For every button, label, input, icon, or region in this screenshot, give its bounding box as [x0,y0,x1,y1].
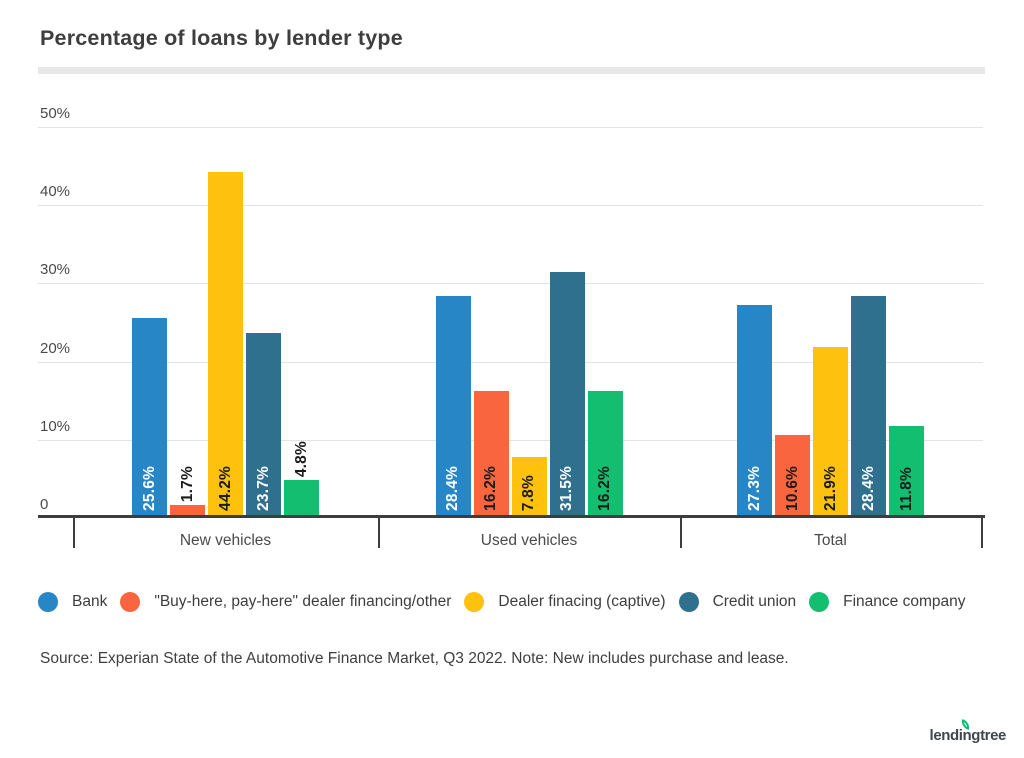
bar-value-label: 28.4% [444,466,461,511]
y-axis-tick-label: 20% [40,339,71,357]
bar: 28.4% [435,295,471,518]
bar-value-label: 23.7% [254,466,272,511]
x-axis-category-label: Used vehicles [480,532,578,549]
bar: 21.9% [813,346,848,518]
source-note: Source: Experian State of the Automotive… [40,650,789,667]
bar: 25.6% [132,317,167,518]
legend-label: Finance company [843,593,966,610]
x-axis-line [38,515,985,518]
legend-label: Dealer finacing (captive) [498,593,666,610]
bar-value-label: 31.5% [558,466,575,511]
bar: 27.3% [737,304,772,518]
bar: 1.7% [170,466,205,518]
legend: Bank "Buy-here, pay-here" dealer financin… [38,589,985,615]
x-axis-category-label: Total [814,532,847,549]
bar: 11.8% [889,425,924,518]
legend-label: Credit union [712,593,797,610]
bar-value-label: 16.2% [596,466,613,511]
legend-item: "Buy-here, pay-here" dealer financing/ot… [120,592,451,612]
lendingtree-logo: lendingtree [929,719,1007,745]
axis-tick [680,518,682,548]
y-axis-tick-label: 50% [40,105,71,122]
y-axis-tick-label: 30% [40,261,71,279]
bar: 31.5% [549,271,585,518]
bar: 16.2% [587,391,623,518]
bar: 23.7% [246,332,281,518]
legend-item: Finance company [809,592,965,612]
axis-tick [981,518,983,548]
gridline [38,361,983,363]
bar-value-label: 7.8% [520,474,537,511]
logo-wordmark: lendingtree [929,727,1007,744]
bar-value-label: 28.4% [859,466,877,511]
legend-item: Credit union [678,592,797,612]
y-axis-tick-label: 10% [40,417,71,435]
legend-swatch-icon [120,592,141,612]
legend-swatch-icon [678,592,699,612]
bar-value-label: 21.9% [821,466,839,511]
axis-tick [73,518,75,548]
gridline [38,439,983,441]
legend-label: Bank [72,593,108,610]
bar-value-label: 25.6% [140,466,158,511]
bar-value-label: 1.7% [178,465,196,502]
legend-item: Bank [38,592,107,612]
bar: 4.8% [284,441,319,518]
legend-item: Dealer finacing (captive) [464,592,666,612]
bar-value-label: 4.8% [292,441,310,478]
gridline [38,127,983,128]
plot-area: 50% 40% 30% 20% 10% 0 25.6% 1.7% 44.2% 23.7% 4.8% N… [38,95,985,570]
bar-value-label: 16.2% [482,466,499,511]
bar-value-label: 10.6% [783,466,801,511]
bar: 28.4% [851,295,886,518]
gridline [38,205,983,207]
title-divider [38,67,985,74]
x-axis-category-label: New vehicles [179,532,272,549]
legend-swatch-icon [809,592,830,612]
gridline [38,283,983,285]
bar-value-label: 44.2% [216,466,234,511]
axis-tick [378,518,380,548]
bar: 44.2% [208,172,243,518]
legend-swatch-icon [464,592,485,612]
y-axis-tick-label: 0 [40,496,49,513]
bar: 7.8% [511,457,547,518]
bar: 10.6% [775,435,810,518]
legend-label: "Buy-here, pay-here" dealer financing/ot… [154,593,452,610]
legend-swatch-icon [38,592,58,612]
bar: 16.2% [473,391,509,518]
bar-value-label: 27.3% [745,466,763,511]
chart-title: Percentage of loans by lender type [40,26,403,50]
bar-value-label: 11.8% [897,466,915,511]
y-axis-tick-label: 40% [40,183,71,201]
